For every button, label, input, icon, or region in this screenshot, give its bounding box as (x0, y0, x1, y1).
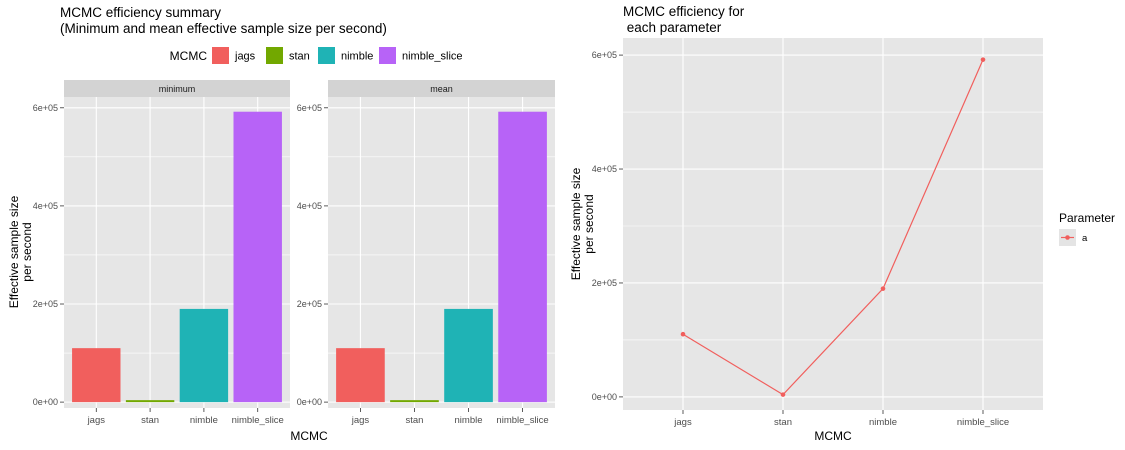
y-axis-tick-label: 2e+05 (592, 278, 617, 288)
legend-label-nimble: nimble (341, 51, 373, 63)
x-axis-tick-label-stan: stan (405, 415, 423, 426)
x-axis-tick-label-nimble: nimble (455, 415, 483, 426)
summary-bar-chart: minimum 0e+00 2e+05 4e+05 6e+05 jags stan nimbl… (7, 47, 555, 443)
legend-label-nimble_slice: nimble_slice (402, 51, 463, 63)
y-axis-title-line2: per second (20, 222, 34, 281)
x-axis-title: MCMC (290, 429, 328, 443)
summary-chart-subtitle: (Minimum and mean effective sample size … (60, 21, 387, 36)
bar-mean-stan (390, 400, 439, 403)
legend-swatch-nimble (318, 47, 335, 64)
x-axis-tick-label-jags: jags (673, 417, 692, 428)
facet-strip-label-mean: mean (430, 84, 453, 94)
line-parameter-a (682, 59, 984, 396)
x-axis-tick-label-nimble: nimble (869, 417, 897, 428)
data-point-jags (680, 331, 686, 337)
parameter-chart-title-block: MCMC efficiency for each parameter (623, 4, 744, 36)
x-axis-tick-label-nimble_slice: nimble_slice (496, 415, 548, 426)
x-axis-tick-label-stan: stan (774, 417, 792, 428)
bar-minimum-nimble_slice (233, 111, 282, 403)
y-axis-tick-label: 4e+05 (33, 201, 58, 211)
y-axis-tick-label: 0e+00 (592, 392, 617, 402)
x-axis-tick-label-jags: jags (351, 415, 370, 426)
x-axis-tick-label-nimble_slice: nimble_slice (232, 415, 284, 426)
legend-label-stan: stan (289, 51, 310, 63)
y-axis-tick-label: 2e+05 (297, 299, 322, 309)
parameter-chart-title: MCMC efficiency for (623, 4, 745, 19)
bar-minimum-jags (72, 348, 121, 403)
data-point-stan (780, 392, 786, 397)
bar-minimum-nimble (179, 308, 229, 403)
legend-swatch-nimble_slice (379, 47, 396, 64)
y-axis-tick-label: 4e+05 (297, 201, 322, 211)
bar-mean-nimble (444, 308, 493, 403)
legend-swatch-jags (212, 47, 229, 64)
y-axis-tick-label: 4e+05 (592, 164, 617, 174)
legend-key-point (1065, 235, 1070, 240)
x-axis-title: MCMC (814, 429, 852, 443)
y-axis-title-line1: Effective sample size (7, 195, 21, 308)
parameter-chart-subtitle: each parameter (623, 20, 722, 35)
parameter-line-chart: 0e+00 2e+05 4e+05 6e+05 jags stan nimble nimble… (569, 38, 1115, 443)
x-axis-tick-label-jags: jags (87, 415, 106, 426)
legend-title: MCMC (170, 49, 208, 63)
panel-parameter-a (623, 38, 1043, 410)
y-axis-tick-label: 6e+05 (33, 103, 58, 113)
y-axis-title-line1: Effective sample size (569, 167, 583, 280)
legend-title: Parameter (1059, 211, 1115, 225)
data-point-nimble_slice (980, 57, 986, 62)
bar-mean-nimble_slice (498, 111, 547, 403)
y-axis-tick-label: 0e+00 (33, 397, 58, 407)
y-axis-tick-label: 2e+05 (33, 299, 58, 309)
x-axis-tick-label-stan: stan (141, 415, 159, 426)
x-axis-tick-label-nimble_slice: nimble_slice (957, 417, 1009, 428)
legend-label-a: a (1082, 233, 1088, 244)
y-axis-title-line2: per second (582, 194, 596, 253)
x-axis-tick-label-nimble: nimble (190, 415, 218, 426)
data-point-nimble (880, 286, 886, 291)
y-axis-tick-label: 0e+00 (297, 397, 322, 407)
legend-label-jags: jags (234, 51, 256, 63)
bar-minimum-stan (125, 400, 175, 403)
facet-strip-label-minimum: minimum (159, 84, 196, 94)
summary-chart-title-block: MCMC efficiency summary (Minimum and mea… (60, 5, 387, 37)
summary-chart-title: MCMC efficiency summary (60, 5, 222, 20)
facet-strip-mean (328, 80, 555, 97)
facet-strip-minimum (64, 80, 290, 97)
legend-swatch-stan (266, 47, 283, 64)
y-axis-tick-label: 6e+05 (297, 103, 322, 113)
bar-mean-jags (336, 348, 385, 403)
y-axis-tick-label: 6e+05 (592, 50, 617, 60)
